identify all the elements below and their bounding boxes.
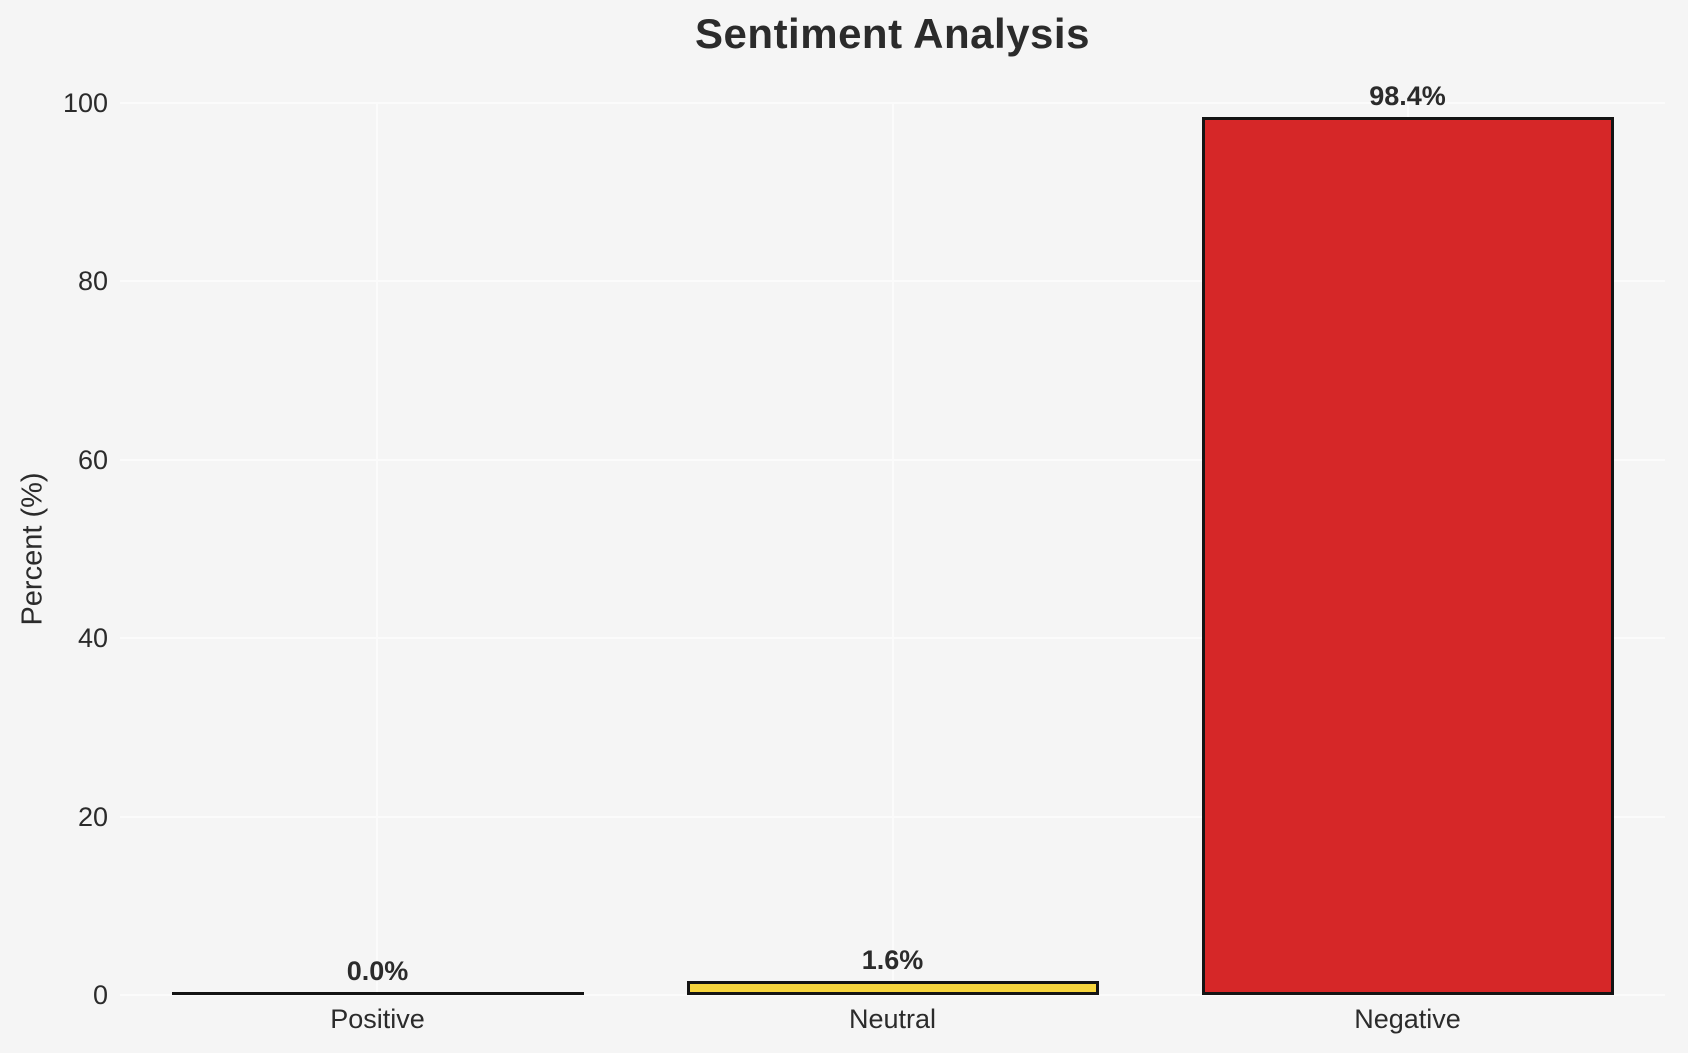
bar-column-neutral: 1.6% bbox=[635, 103, 1150, 995]
bar-value-label-positive: 0.0% bbox=[346, 956, 409, 986]
y-tick-label-60: 60 bbox=[77, 444, 108, 475]
y-tick-label-20: 20 bbox=[77, 801, 108, 832]
x-tick-label-negative: Negative bbox=[1354, 1004, 1461, 1034]
bar-value-label-negative: 98.4% bbox=[1369, 81, 1446, 111]
bar-neutral bbox=[686, 981, 1099, 995]
bar-column-positive: 0.0% bbox=[120, 103, 635, 995]
y-axis-label-text: Percent (%) bbox=[16, 472, 49, 626]
plot-area: 0.0% 1.6% 98.4% bbox=[120, 83, 1665, 996]
chart-title: Sentiment Analysis bbox=[695, 10, 1090, 57]
y-tick-label-100: 100 bbox=[62, 88, 108, 118]
y-tick-label-80: 80 bbox=[77, 266, 108, 297]
bar-column-negative: 98.4% bbox=[1150, 83, 1665, 995]
x-tick-label-neutral: Neutral bbox=[848, 1004, 937, 1034]
y-tick-label-0: 0 bbox=[92, 980, 108, 1010]
bar-value-label-neutral: 1.6% bbox=[861, 945, 924, 975]
y-tick-label-40: 40 bbox=[77, 623, 108, 654]
x-tick-label-positive: Positive bbox=[330, 1004, 425, 1034]
bar-negative bbox=[1201, 117, 1614, 995]
bar-positive bbox=[171, 992, 584, 995]
